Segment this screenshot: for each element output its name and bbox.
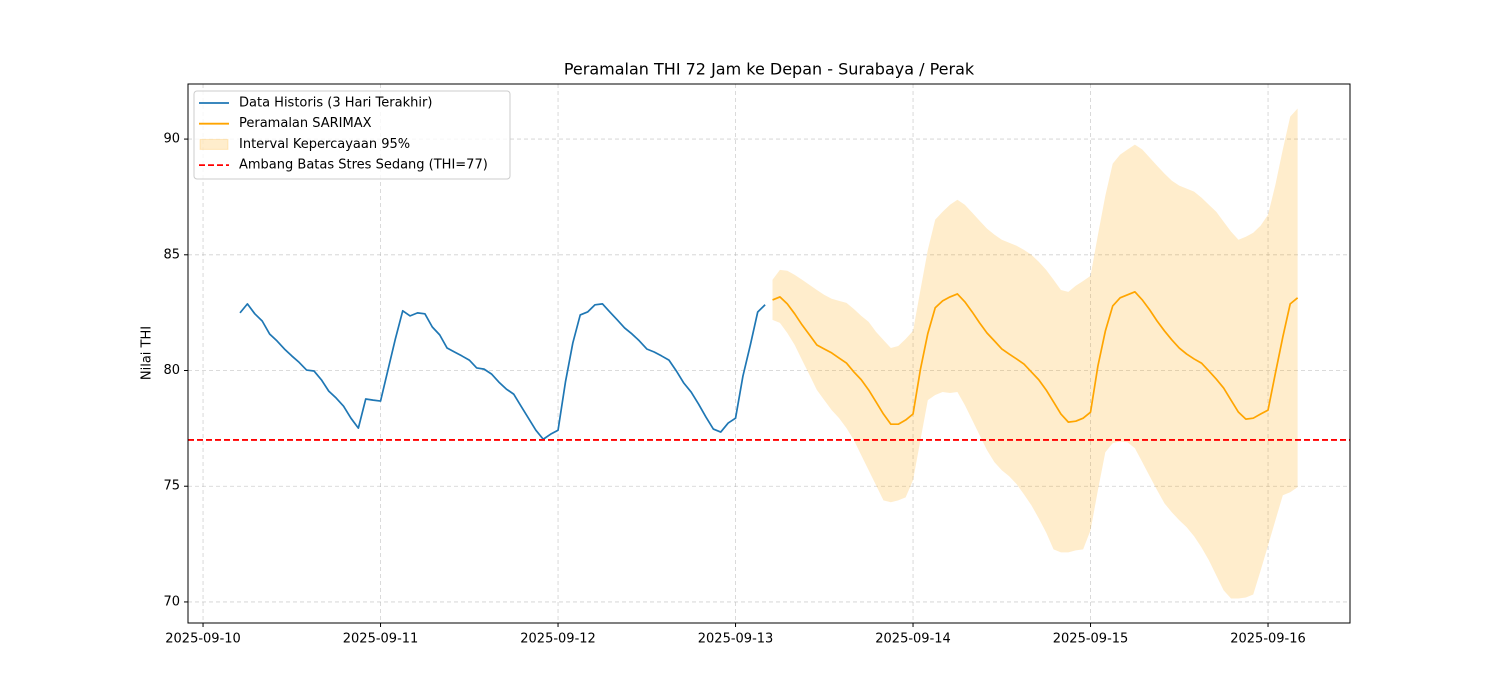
chart-title: Peramalan THI 72 Jam ke Depan - Surabaya… [564, 60, 975, 79]
line-series [772, 290, 1299, 426]
y-axis-label: Nilai THI [140, 326, 155, 380]
legend-label: Peramalan SARIMAX [239, 116, 372, 131]
legend: Data Historis (3 Hari Terakhir) Peramalan… [193, 90, 511, 180]
y-tick-label: 70 [163, 594, 180, 609]
plot-frame [187, 83, 1351, 624]
y-tick-label: 90 [163, 132, 180, 147]
y-tick-label: 80 [163, 363, 180, 378]
x-tick-label: 2025-09-16 [1230, 632, 1306, 647]
x-tick-label: 2025-09-12 [520, 632, 596, 647]
x-tick-label: 2025-09-10 [165, 632, 241, 647]
x-tick-label: 2025-09-11 [343, 632, 419, 647]
y-tick-label: 85 [163, 247, 180, 262]
legend-swatch [199, 138, 229, 150]
line-series [239, 303, 766, 441]
legend-label: Ambang Batas Stres Sedang (THI=77) [239, 158, 488, 173]
x-tick-label: 2025-09-13 [698, 632, 774, 647]
legend-label: Data Historis (3 Hari Terakhir) [239, 96, 432, 111]
confidence-band [772, 108, 1298, 599]
legend-box [193, 90, 511, 180]
x-tick-label: 2025-09-14 [875, 632, 951, 647]
legend-label: Interval Kepercayaan 95% [239, 137, 410, 152]
y-tick-label: 75 [163, 479, 180, 494]
x-tick-label: 2025-09-15 [1053, 632, 1129, 647]
